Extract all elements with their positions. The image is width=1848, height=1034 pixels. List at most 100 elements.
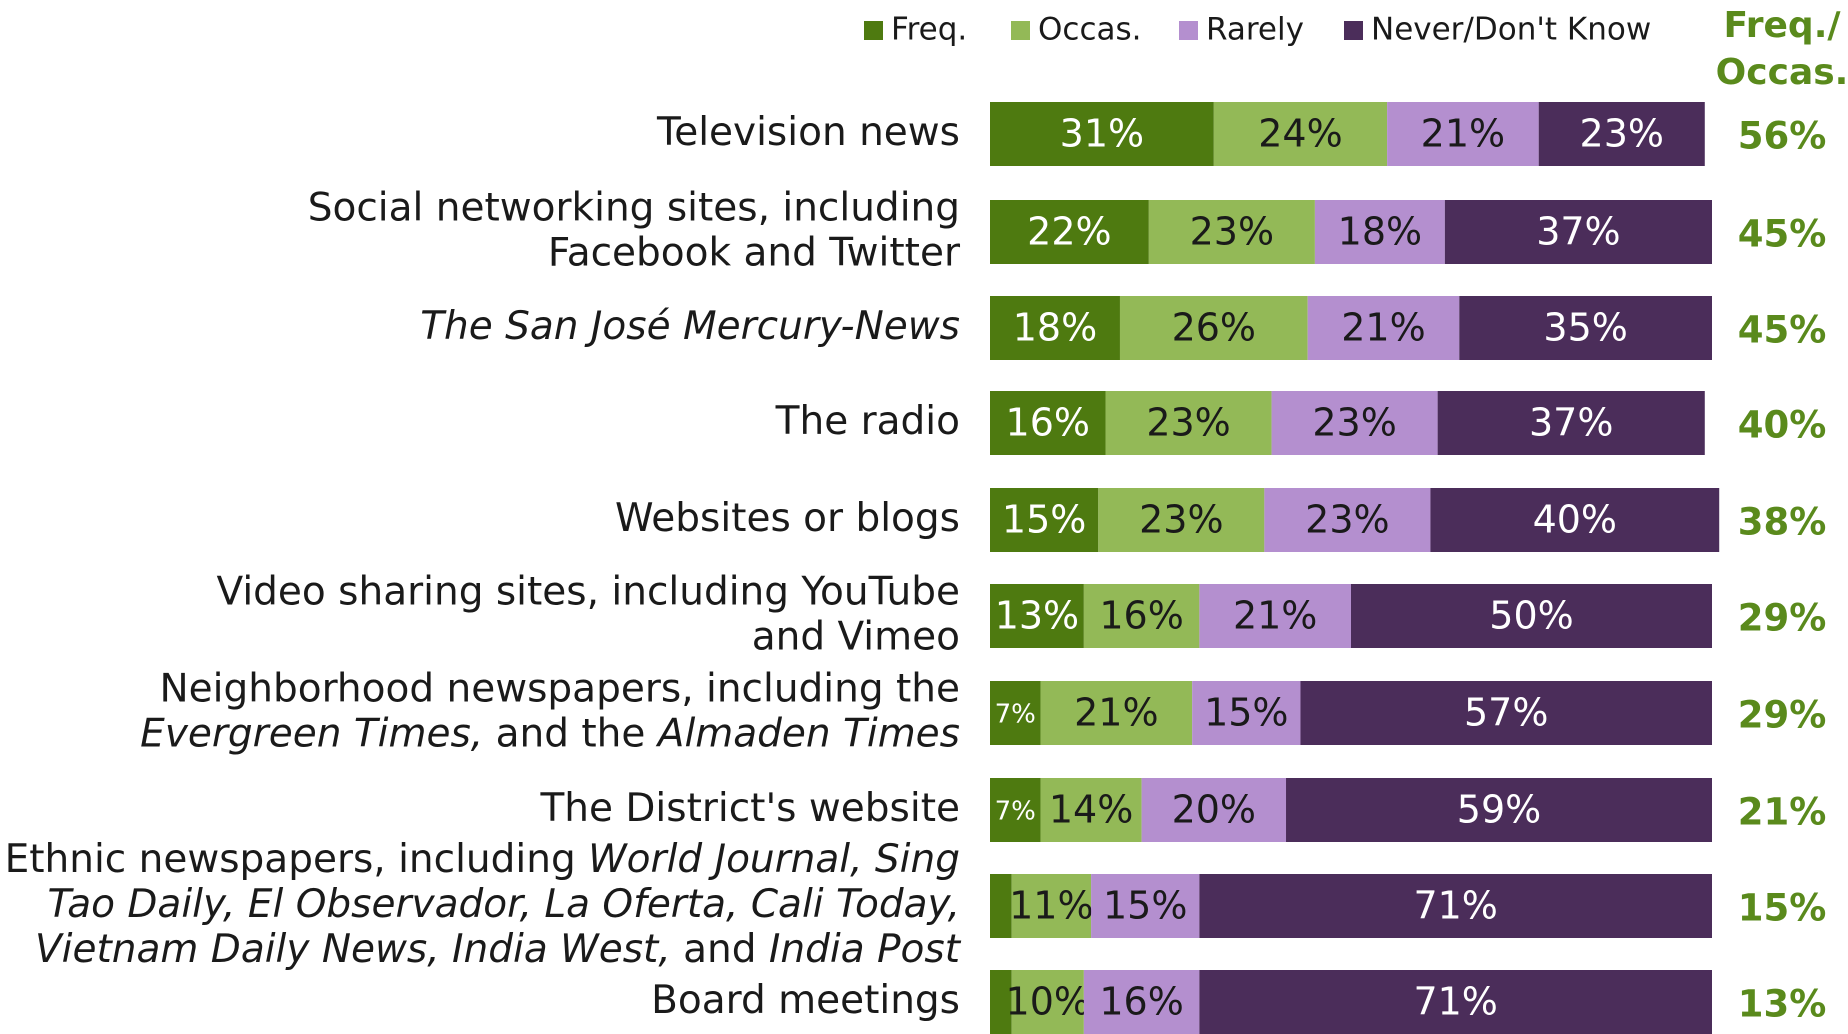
bar-label: 10% — [1006, 980, 1090, 1024]
bar-label: 16% — [1006, 401, 1090, 445]
bar-label: 31% — [1060, 112, 1144, 156]
bar-segment — [990, 778, 1041, 842]
bar-segment — [1199, 874, 1712, 938]
category-label: The San José Mercury-News — [420, 304, 960, 349]
bar-label: 37% — [1536, 210, 1620, 254]
bar-segment — [1430, 488, 1720, 552]
category-label: Evergreen Times, and the Almaden Times — [140, 711, 960, 756]
bar-segment — [1199, 584, 1351, 648]
bar-segment — [1286, 778, 1712, 842]
bar-label: 40% — [1533, 498, 1617, 542]
bar-segment — [1098, 488, 1265, 552]
category-label: Video sharing sites, including YouTube — [217, 569, 961, 614]
total-value: 29% — [1738, 694, 1827, 737]
bar-segment — [1213, 102, 1388, 166]
bar-label: 13% — [995, 594, 1079, 638]
bar-segment — [990, 970, 1012, 1034]
bar-segment — [1300, 681, 1712, 745]
bar-label: 11% — [1009, 884, 1093, 928]
legend-swatch — [1179, 21, 1198, 40]
bar-segment — [990, 391, 1106, 455]
category-text: Board meetings — [651, 978, 960, 1023]
bar-segment — [1105, 391, 1272, 455]
bar-segment — [1351, 584, 1712, 648]
category-text: Vietnam Daily News, India West, — [35, 927, 671, 972]
bar-segment — [1437, 391, 1705, 455]
bar-segment — [1040, 778, 1142, 842]
bar-label: 23% — [1146, 401, 1230, 445]
bar-label: 71% — [1413, 980, 1497, 1024]
category-label: Facebook and Twitter — [548, 230, 961, 275]
bar-label: 21% — [1233, 594, 1317, 638]
bar-label: 18% — [1013, 306, 1097, 350]
total-value: 45% — [1738, 309, 1827, 352]
bar-segment — [990, 200, 1149, 264]
legend-swatch — [1011, 21, 1030, 40]
legend-label: Occas. — [1038, 12, 1142, 48]
bar-label: 24% — [1258, 112, 1342, 156]
bar-label: 23% — [1139, 498, 1223, 542]
bar-segment — [990, 681, 1041, 745]
category-text: Facebook and Twitter — [548, 230, 961, 275]
bar-segment — [1199, 970, 1712, 1034]
category-text: The San José Mercury-News — [420, 304, 960, 349]
bar-label: 7% — [995, 797, 1036, 827]
total-value: 40% — [1738, 404, 1827, 447]
bar-label: 7% — [995, 700, 1036, 730]
bar-label: 35% — [1543, 306, 1627, 350]
bar-segment — [990, 296, 1120, 360]
category-label: Board meetings — [651, 978, 960, 1023]
category-text: Tao Daily, El Observador, La Oferta, Cal… — [48, 882, 960, 927]
bar-label: 23% — [1190, 210, 1274, 254]
category-label: Television news — [656, 110, 960, 155]
total-value: 21% — [1738, 791, 1827, 834]
bar-label: 15% — [1002, 498, 1086, 542]
category-text: Websites or blogs — [615, 496, 960, 541]
category-label: The radio — [775, 399, 960, 444]
bar-segment — [1148, 200, 1315, 264]
category-text: Television news — [656, 110, 960, 155]
bar-label: 50% — [1489, 594, 1573, 638]
category-text: The radio — [775, 399, 960, 444]
legend-swatch — [1344, 21, 1363, 40]
bar-label: 21% — [1074, 691, 1158, 735]
category-text: and Vimeo — [752, 614, 960, 659]
category-label: Social networking sites, including — [308, 185, 960, 230]
bar-label: 23% — [1305, 498, 1389, 542]
total-value: 13% — [1738, 983, 1827, 1026]
bar-segment — [1083, 970, 1200, 1034]
category-text: India Post — [769, 927, 962, 972]
bar-segment — [1011, 874, 1092, 938]
total-value: 45% — [1738, 213, 1827, 256]
bar-segment — [1119, 296, 1308, 360]
bar-segment — [1387, 102, 1539, 166]
bar-segment — [1083, 584, 1200, 648]
total-value: 15% — [1738, 887, 1827, 930]
category-text: Video sharing sites, including YouTube — [217, 569, 961, 614]
bar-segment — [1444, 200, 1712, 264]
bar-label: 26% — [1172, 306, 1256, 350]
category-label: Ethnic newspapers, including World Journ… — [5, 837, 960, 882]
category-text: and the — [483, 711, 658, 756]
bar-segment — [1192, 681, 1301, 745]
legend-label: Never/Don't Know — [1371, 12, 1651, 48]
category-text: Neighborhood newspapers, including the — [159, 666, 960, 711]
bar-segment — [1011, 970, 1084, 1034]
bar-label: 16% — [1099, 594, 1183, 638]
total-header: Freq./ — [1723, 5, 1841, 46]
bar-segment — [990, 874, 1012, 938]
bar-label: 37% — [1529, 401, 1613, 445]
category-label: The District's website — [539, 786, 960, 831]
legend-label: Rarely — [1206, 12, 1304, 48]
category-label: Vietnam Daily News, India West, and Indi… — [35, 927, 962, 972]
bar-label: 22% — [1027, 210, 1111, 254]
category-label: Websites or blogs — [615, 496, 960, 541]
bar-label: 15% — [1103, 884, 1187, 928]
bar-segment — [1091, 874, 1200, 938]
category-label: Tao Daily, El Observador, La Oferta, Cal… — [48, 882, 960, 927]
category-text: Evergreen Times, — [140, 711, 483, 756]
bar-label: 18% — [1338, 210, 1422, 254]
bar-label: 23% — [1580, 112, 1664, 156]
bar-label: 59% — [1457, 788, 1541, 832]
